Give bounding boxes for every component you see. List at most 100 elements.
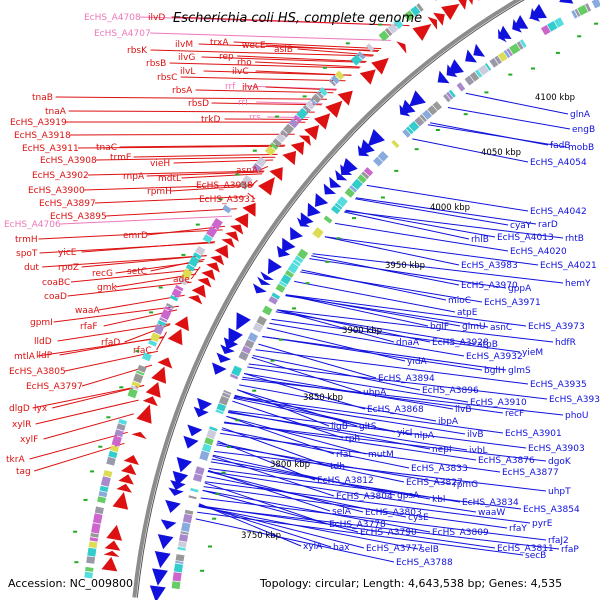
gene-label-reverse[interactable]: waaW — [478, 508, 505, 518]
gene-label-forward[interactable]: rfaF — [80, 322, 98, 332]
gene-label-reverse[interactable]: EcHS_A3854 — [523, 505, 580, 515]
gene-label-forward[interactable]: vieH — [150, 159, 170, 169]
gene-label-reverse[interactable]: uhpT — [548, 487, 571, 497]
gene-label-reverse[interactable]: EcHS_A3970 — [461, 281, 518, 291]
gene-label-reverse[interactable]: ilvB — [467, 430, 484, 440]
gene-label-forward[interactable]: mdtL — [158, 174, 181, 184]
gene-label-forward[interactable]: EcHS_A3911 — [22, 144, 79, 154]
gene-label-reverse[interactable]: EcHS_A3834 — [462, 498, 519, 508]
gene-label-reverse[interactable]: dgoK — [548, 457, 572, 467]
gene-label-forward[interactable]: tkrA — [6, 455, 25, 465]
gene-label-forward[interactable]: rpmH — [147, 187, 172, 197]
gene-label-forward[interactable]: EcHS_A4708 — [84, 13, 141, 23]
gene-label-reverse[interactable]: EcHS_A3903 — [528, 444, 585, 454]
gene-label-forward[interactable]: rbsD — [188, 99, 209, 109]
gene-label-reverse[interactable]: ligB — [331, 422, 348, 432]
gene-label-forward[interactable]: coaBC — [42, 278, 70, 288]
gene-label-reverse[interactable]: engB — [572, 125, 595, 135]
gene-label-reverse[interactable]: ilvB — [455, 405, 472, 415]
gene-label-reverse[interactable]: kbl — [432, 495, 445, 505]
gene-label-reverse[interactable]: yidA — [407, 357, 428, 367]
gene-label-forward[interactable]: trmE — [110, 153, 132, 163]
gene-label-reverse[interactable]: EcHS_A4021 — [540, 261, 597, 271]
gene-label-reverse[interactable]: ivbL — [469, 446, 488, 456]
gene-label-forward[interactable]: EcHS_A3797 — [26, 382, 83, 392]
gene-label-reverse[interactable]: xylA — [303, 542, 323, 552]
gene-label-reverse[interactable]: mutM — [368, 450, 394, 460]
gene-label-forward[interactable]: xylF — [20, 435, 38, 445]
gene-label-forward[interactable]: mtlA — [14, 352, 36, 362]
gene-label-reverse[interactable]: EcHS_A3935 — [530, 380, 587, 390]
gene-label-reverse[interactable]: EcHS_A3803 — [365, 508, 422, 518]
gene-label-forward[interactable]: rbsA — [172, 86, 193, 96]
gene-label-reverse[interactable]: cysE — [408, 513, 429, 523]
gene-label-reverse[interactable]: gpsA — [397, 491, 420, 501]
gene-label-reverse[interactable]: rph — [345, 434, 360, 444]
gene-label-reverse[interactable]: selB — [420, 545, 439, 555]
gene-label-forward[interactable]: rho — [237, 58, 252, 68]
gene-label-forward[interactable]: ilvD — [148, 13, 165, 23]
gene-label-forward[interactable]: EcHS_A3931 — [199, 195, 256, 205]
gene-label-reverse[interactable]: EcHS_A3868 — [367, 405, 424, 415]
gene-label-reverse[interactable]: EcHS_A3778 — [329, 520, 386, 530]
gene-label-reverse[interactable]: mobB — [568, 143, 594, 153]
gene-label-forward[interactable]: asnA — [236, 166, 259, 176]
gene-label-reverse[interactable]: glmS — [508, 366, 531, 376]
gene-label-reverse[interactable]: atpE — [457, 308, 478, 318]
gene-label-reverse[interactable]: EcHS_A3833 — [411, 464, 468, 474]
gene-label-forward[interactable]: EcHS_A3897 — [39, 199, 96, 209]
gene-label-forward[interactable]: rnpA — [123, 172, 145, 182]
gene-label-reverse[interactable]: rfaJ2 — [548, 536, 569, 546]
gene-label-reverse[interactable]: gppA — [508, 284, 532, 294]
gene-label-forward[interactable]: tnaC — [96, 143, 117, 153]
gene-label-forward[interactable]: gmk — [97, 283, 117, 293]
gene-label-reverse[interactable]: EcHS_A3937 — [549, 395, 600, 405]
gene-label-forward[interactable]: gpmI — [30, 318, 53, 328]
gene-label-forward[interactable]: tnaA — [45, 107, 67, 117]
gene-label-reverse[interactable]: rfaP — [561, 545, 579, 555]
gene-label-forward[interactable]: EcHS_A3938 — [196, 181, 253, 191]
gene-label-forward[interactable]: rfaC — [133, 346, 152, 356]
gene-label-forward[interactable]: waaA — [75, 306, 100, 316]
gene-label-forward[interactable]: EcHS_A4706 — [4, 220, 61, 230]
gene-label-forward[interactable]: trxA — [210, 38, 229, 48]
gene-label-forward[interactable]: rpoZ — [58, 263, 79, 273]
gene-label-reverse[interactable]: nepI — [432, 445, 452, 455]
gene-label-reverse[interactable]: atpB — [477, 340, 498, 350]
gene-label-forward[interactable]: emrD — [123, 231, 148, 241]
gene-label-forward[interactable]: EcHS_A3902 — [32, 171, 89, 181]
gene-label-reverse[interactable]: yicI — [397, 428, 412, 438]
gene-label-reverse[interactable]: bglF — [430, 322, 449, 332]
gene-label-reverse[interactable]: EcHS_A3812 — [317, 476, 374, 486]
gene-label-forward[interactable]: spoT — [16, 249, 38, 259]
gene-label-reverse[interactable]: yieM — [522, 348, 543, 358]
gene-label-forward[interactable]: EcHS_A3895 — [50, 212, 107, 222]
gene-label-reverse[interactable]: EcHS_A4054 — [530, 158, 587, 168]
gene-label-reverse[interactable]: EcHS_A3827 — [406, 478, 463, 488]
gene-label-reverse[interactable]: EcHS_A3811 — [497, 544, 554, 554]
gene-label-reverse[interactable]: EcHS_A3809 — [432, 528, 489, 538]
gene-label-forward[interactable]: trmH — [15, 235, 38, 245]
gene-label-forward[interactable]: dut — [24, 263, 39, 273]
gene-label-reverse[interactable]: EcHS_A4013 — [497, 233, 554, 243]
gene-label-reverse[interactable]: bax — [333, 543, 350, 553]
gene-label-reverse[interactable]: nlpA — [414, 431, 435, 441]
gene-label-forward[interactable]: ilvC — [232, 67, 249, 77]
gene-label-forward[interactable]: setC — [127, 267, 147, 277]
gene-label-forward[interactable]: rbsC — [157, 73, 177, 83]
gene-label-forward[interactable]: rbsK — [127, 46, 148, 56]
gene-label-reverse[interactable]: EcHS_A3901 — [505, 429, 562, 439]
gene-label-forward[interactable]: rfaD — [101, 338, 120, 348]
gene-label-forward[interactable]: EcHS_A3918 — [14, 131, 71, 141]
gene-label-reverse[interactable]: EcHS_A3983 — [461, 261, 518, 271]
gene-label-reverse[interactable]: rarD — [538, 220, 558, 230]
gene-label-reverse[interactable]: gltS — [359, 422, 377, 432]
gene-label-reverse[interactable]: EcHS_A3876 — [478, 456, 535, 466]
gene-label-reverse[interactable]: EcHS_A3777 — [366, 544, 423, 554]
gene-label-forward[interactable]: rrf — [225, 82, 236, 92]
gene-label-reverse[interactable]: selA — [332, 507, 352, 517]
gene-label-reverse[interactable]: bglH — [484, 366, 505, 376]
gene-label-forward[interactable]: tag — [16, 467, 31, 477]
gene-label-reverse[interactable]: rfaL — [336, 450, 353, 460]
gene-label-forward[interactable]: trkD — [201, 115, 220, 125]
